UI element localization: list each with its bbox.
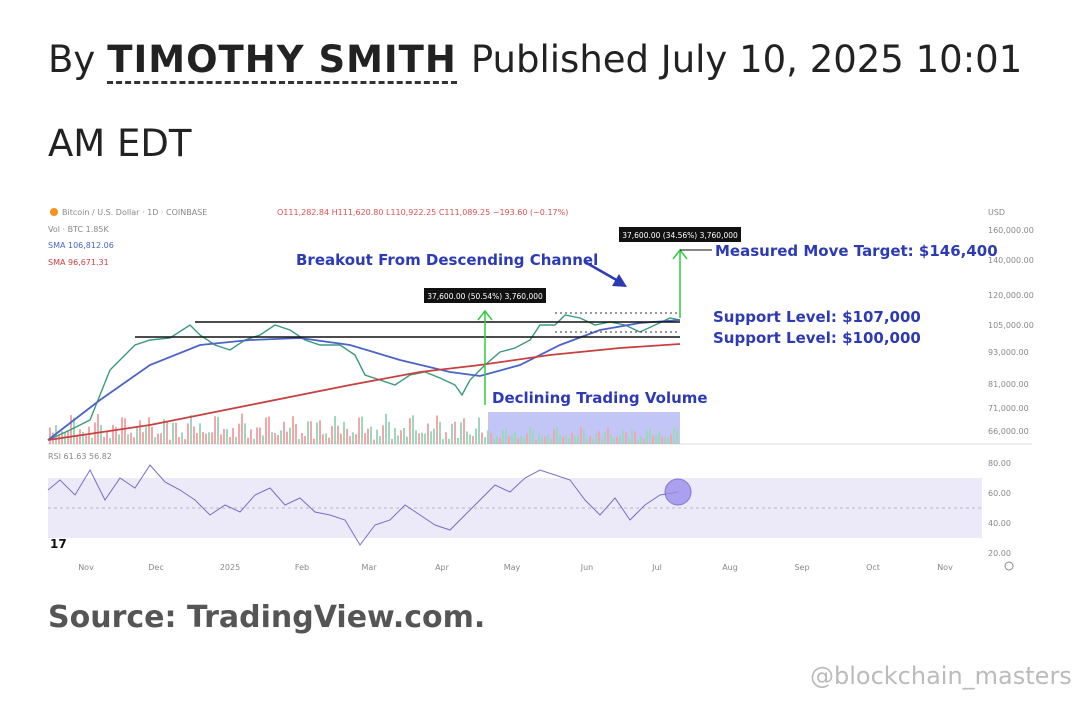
currency: USD — [988, 208, 1005, 217]
measure-label: 37,600.00 (50.54%) 3,760,000 — [427, 292, 543, 301]
month-label: Nov — [78, 563, 94, 572]
rsi-axis-label: 20.00 — [988, 549, 1011, 558]
ohlc: O111,282.84 H111,620.80 L110,922.25 C111… — [277, 208, 568, 217]
annotation: Support Level: $107,000 — [713, 308, 921, 326]
month-label: 2025 — [220, 563, 240, 572]
annotation: Breakout From Descending Channel — [296, 251, 598, 269]
month-label: Dec — [148, 563, 163, 572]
rsi-axis-label: 80.00 — [988, 459, 1011, 468]
rsi-line — [47, 464, 679, 546]
watermark: @blockchain_masters — [810, 662, 1072, 690]
btc-icon — [50, 208, 58, 216]
price-axis-label: 81,000.00 — [988, 380, 1029, 389]
month-label: Mar — [361, 563, 377, 572]
price-axis-label: 160,000.00 — [988, 226, 1034, 235]
price-axis-label: 93,000.00 — [988, 348, 1029, 357]
price-axis-label: 140,000.00 — [988, 256, 1034, 265]
price-axis-label: 105,000.00 — [988, 321, 1034, 330]
arrow-head — [477, 309, 493, 321]
settings-icon[interactable] — [1004, 561, 1014, 571]
legend-sma: SMA 96,671.31 — [48, 258, 109, 267]
author[interactable]: TIMOTHY SMITH — [107, 38, 457, 84]
annotation: Support Level: $100,000 — [713, 329, 921, 347]
month-label: Nov — [937, 563, 953, 572]
month-label: Jun — [580, 563, 594, 572]
sma-blue — [47, 319, 681, 441]
pointer-arrow — [584, 260, 621, 284]
legend-sma: SMA 106,812.06 — [48, 241, 114, 250]
chart-header: Bitcoin / U.S. Dollar · 1D · COINBASE — [62, 208, 207, 217]
measure-box — [424, 288, 546, 303]
month-label: Feb — [295, 563, 309, 572]
month-label: Sep — [794, 563, 809, 572]
price-axis-label: 71,000.00 — [988, 404, 1029, 413]
annotation: Declining Trading Volume — [492, 389, 708, 407]
price-axis-label: 120,000.00 — [988, 291, 1034, 300]
rsi-axis-label: 40.00 — [988, 519, 1011, 528]
legend-vol: Vol · BTC 1.85K — [48, 225, 109, 234]
month-label: Jul — [651, 563, 662, 572]
source: Source: TradingView.com. — [48, 600, 486, 635]
by: By — [48, 38, 96, 81]
published: Published July 10, 2025 10:01 AM EDT — [48, 38, 1023, 165]
byline: By TIMOTHY SMITH Published July 10, 2025 1… — [48, 18, 1048, 186]
price-axis-label: 66,000.00 — [988, 427, 1029, 436]
pointer-head — [612, 274, 627, 287]
measure-label: 37,600.00 (34.56%) 3,760,000 — [622, 231, 738, 240]
rsi-axis-label: 60.00 — [988, 489, 1011, 498]
month-label: Oct — [866, 563, 880, 572]
annotation: Measured Move Target: $146,400 — [715, 242, 998, 260]
rsi-label: RSI 61.63 56.82 — [48, 452, 112, 461]
measure-box — [619, 227, 741, 242]
month-label: May — [504, 563, 521, 572]
sma-red — [47, 343, 681, 441]
month-label: Apr — [435, 563, 450, 572]
month-label: Aug — [722, 563, 738, 572]
tv-logo: 17 — [50, 537, 67, 551]
rsi-highlight — [664, 478, 692, 506]
